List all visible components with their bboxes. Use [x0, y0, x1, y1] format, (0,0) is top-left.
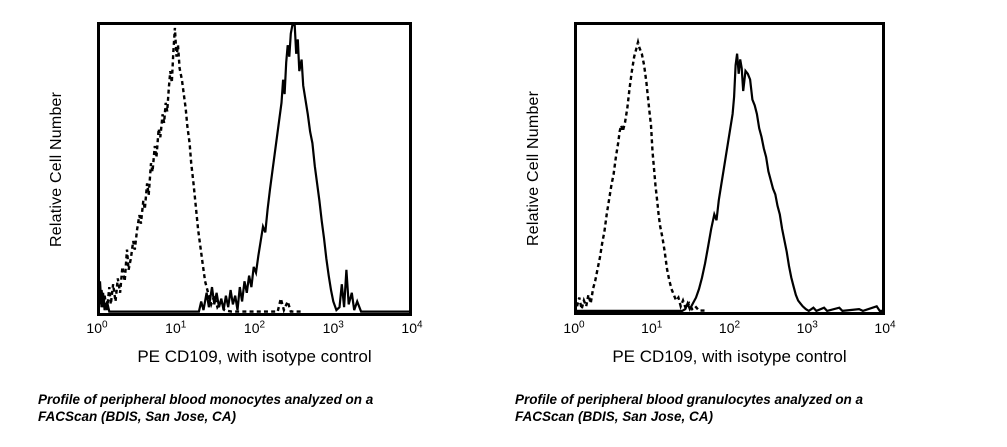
tick-exponent: 3	[812, 319, 818, 331]
figure-caption: Profile of peripheral blood monocytes an…	[38, 391, 448, 425]
tick-exponent: 4	[417, 319, 423, 331]
caption-line-1: Profile of peripheral blood granulocytes…	[515, 392, 864, 407]
x-tick-10e0: 100	[563, 319, 585, 336]
caption-line-1: Profile of peripheral blood monocytes an…	[38, 392, 374, 407]
tick-exponent: 3	[338, 319, 344, 331]
x-tick-10e1: 101	[165, 319, 187, 336]
series-isotype-control-dashed	[577, 37, 707, 312]
x-tick-10e4: 104	[401, 319, 423, 336]
series-pe-cd109-solid	[577, 53, 882, 312]
figure-caption: Profile of peripheral blood granulocytes…	[515, 391, 925, 425]
x-tick-10e2: 102	[243, 319, 266, 336]
series-pe-cd109-solid	[100, 25, 409, 313]
x-tick-10e3: 103	[322, 319, 344, 336]
tick-exponent: 1	[656, 319, 663, 331]
caption-line-2: FACScan (BDIS, San Jose, CA)	[515, 409, 714, 424]
caption-line-2: FACScan (BDIS, San Jose, CA)	[38, 409, 237, 424]
x-tick-10e0: 100	[86, 319, 108, 336]
tick-exponent: 2	[734, 319, 741, 331]
x-axis-ticks: 100 101 102 103 104	[563, 319, 895, 340]
x-axis-ticks: 100 101 102 103 104	[86, 319, 422, 340]
plot-area	[574, 22, 885, 315]
x-tick-10e1: 101	[641, 319, 663, 336]
y-axis-label: Relative Cell Number	[525, 90, 542, 247]
y-axis-label: Relative Cell Number	[48, 91, 65, 247]
histogram-svg-granulocytes	[577, 37, 882, 312]
panel-monocytes: Relative Cell Number 100 101 102 103 104…	[0, 0, 470, 447]
tick-exponent: 4	[890, 319, 896, 331]
series-isotype-control-dashed	[100, 27, 301, 313]
x-axis-label: PE CD109, with isotype control	[612, 347, 847, 366]
plot-area	[97, 22, 412, 316]
tick-exponent: 0	[579, 319, 585, 331]
x-tick-10e2: 102	[718, 319, 741, 336]
tick-exponent: 2	[259, 319, 266, 331]
x-tick-10e4: 104	[874, 319, 896, 336]
tick-exponent: 0	[102, 319, 108, 331]
tick-exponent: 1	[180, 319, 187, 331]
x-tick-10e3: 103	[796, 319, 818, 336]
x-axis-label: PE CD109, with isotype control	[137, 347, 372, 366]
histogram-svg-monocytes	[100, 25, 409, 313]
panel-granulocytes: Relative Cell Number 100 101 102 103 104…	[477, 0, 947, 447]
